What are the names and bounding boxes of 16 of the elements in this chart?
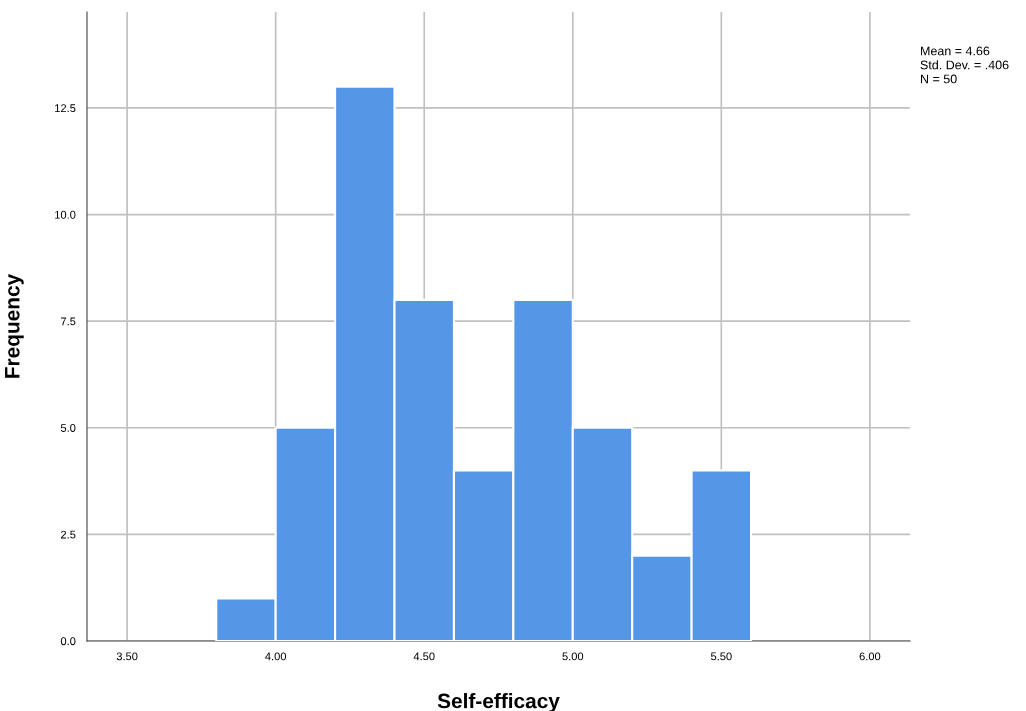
y-tick-label: 7.5 [61, 317, 76, 326]
x-tick-label: 4.50 [413, 652, 435, 661]
text: Std. Dev. = .406 [920, 60, 1009, 70]
y-tick-label: 2.5 [61, 530, 76, 539]
x-tick-label: 4.00 [265, 652, 287, 661]
y-tick-label: 10.0 [55, 210, 76, 219]
x-tick-label: 3.50 [116, 652, 138, 661]
x-tick-label: 6.00 [859, 652, 881, 661]
text: N = 50 [921, 74, 957, 84]
y-tick-label: 5.0 [60, 424, 76, 432]
text: Mean = 4.66 [921, 46, 990, 56]
x-tick-label: 5.50 [710, 652, 732, 661]
y-axis-title: Frequency [5, 273, 24, 378]
y-tick-label: 0.0 [60, 637, 76, 646]
x-tick-label: 5.00 [562, 652, 584, 661]
y-tick-label: 12.5 [55, 104, 76, 113]
